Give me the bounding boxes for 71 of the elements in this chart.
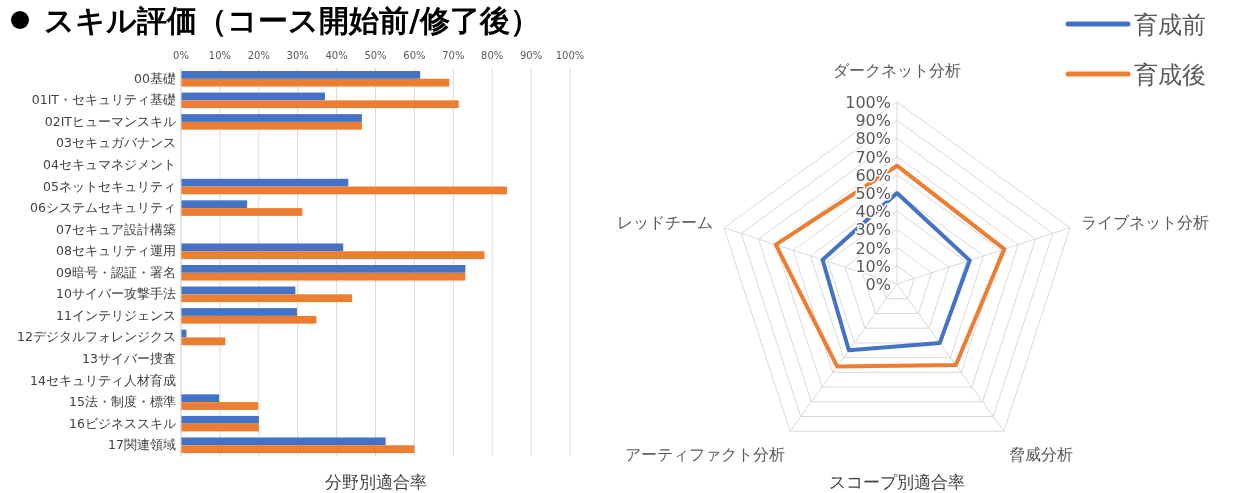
y-tick-label: 30% [855, 220, 891, 240]
x-tick-label: 30% [286, 50, 309, 61]
y-tick-label: 10サイバー攻撃手法 [56, 286, 176, 302]
x-tick-label: 70% [442, 50, 465, 61]
y-tick-label: 50% [855, 184, 891, 203]
y-tick-label: 11インテリジェンス [56, 307, 176, 323]
y-tick-label: 08セキュリティ運用 [56, 243, 176, 259]
y-tick-label: 02ITヒューマンスキル [44, 113, 176, 129]
x-tick-label: 100% [555, 50, 585, 61]
y-tick-label: 16ビジネススキル [69, 415, 176, 431]
x-tick-label: 60% [403, 50, 426, 61]
bar [181, 337, 226, 346]
y-tick-label: 05ネットセキュリティ [43, 178, 176, 194]
bar [181, 272, 466, 281]
spoke-label: 脅威分析 [1008, 444, 1073, 464]
bar [181, 243, 344, 252]
y-tick-label: 01IT・セキュリティ基礎 [31, 92, 176, 108]
x-tick-label: 40% [325, 50, 348, 61]
y-tick-label: 90% [855, 111, 891, 131]
bar [181, 265, 466, 273]
y-tick-label: 70% [855, 147, 891, 167]
bar [181, 208, 303, 216]
y-tick-label: 20% [855, 238, 891, 258]
bar [181, 200, 248, 209]
x-tick-label: 10% [208, 50, 232, 61]
y-tick-label: 09暗号・認証・署名 [56, 264, 176, 280]
y-tick-label: 10% [855, 256, 891, 276]
bar [181, 394, 220, 403]
chart-title: スキル評価（コース開始前/修了後） [44, 3, 540, 38]
bar [181, 402, 259, 410]
x-tick-label: 20% [247, 50, 270, 61]
y-tick-label: 06システムセキュリティ [30, 200, 176, 216]
bar [181, 78, 450, 87]
bar [181, 71, 421, 79]
y-tick-label: 04セキュマネジメント [43, 157, 176, 172]
bar [181, 100, 459, 109]
bar [181, 415, 259, 424]
bar [181, 437, 386, 446]
y-tick-label: 100% [845, 93, 891, 112]
y-tick-label: 15法・制度・標準 [69, 394, 176, 410]
bar [181, 308, 297, 316]
x-tick-label: 0% [173, 50, 189, 61]
y-tick-label: 07セキュア設計構築 [56, 221, 176, 237]
bar [181, 445, 415, 453]
y-tick-label: 0% [865, 275, 891, 294]
bar [181, 251, 485, 259]
y-tick-label: 03セキュガバナンス [56, 135, 176, 151]
legend-label: 育成後 [1134, 61, 1206, 89]
legend-label: 育成前 [1134, 11, 1206, 39]
spoke-label: レッドチーム [616, 213, 713, 233]
spoke-label: ダークネット分析 [833, 60, 961, 80]
spoke-label: ライブネット分析 [1081, 213, 1210, 233]
x-tick-label: 80% [481, 50, 504, 61]
bar [181, 186, 507, 195]
spoke-label: アーティファクト分析 [625, 444, 786, 464]
bar [181, 92, 325, 101]
y-tick-label: 80% [855, 129, 891, 149]
y-tick-label: 17関連領域 [108, 437, 176, 453]
bar [181, 178, 349, 187]
x-axis-title: 分野別適合率 [324, 472, 427, 492]
x-tick-label: 50% [364, 50, 387, 61]
bar [181, 121, 362, 130]
y-tick-label: 13サイバー捜査 [82, 351, 176, 366]
y-tick-label: 12デジタルフォレンジクス [17, 329, 176, 345]
bar [181, 294, 353, 303]
x-tick-label: 90% [519, 50, 543, 61]
y-tick-label: 00基礎 [134, 70, 176, 86]
text: スコープ別適合率 [829, 472, 965, 492]
bar [181, 315, 317, 324]
bar [181, 114, 362, 122]
y-tick-label: 14セキュリティ人材育成 [30, 372, 176, 388]
